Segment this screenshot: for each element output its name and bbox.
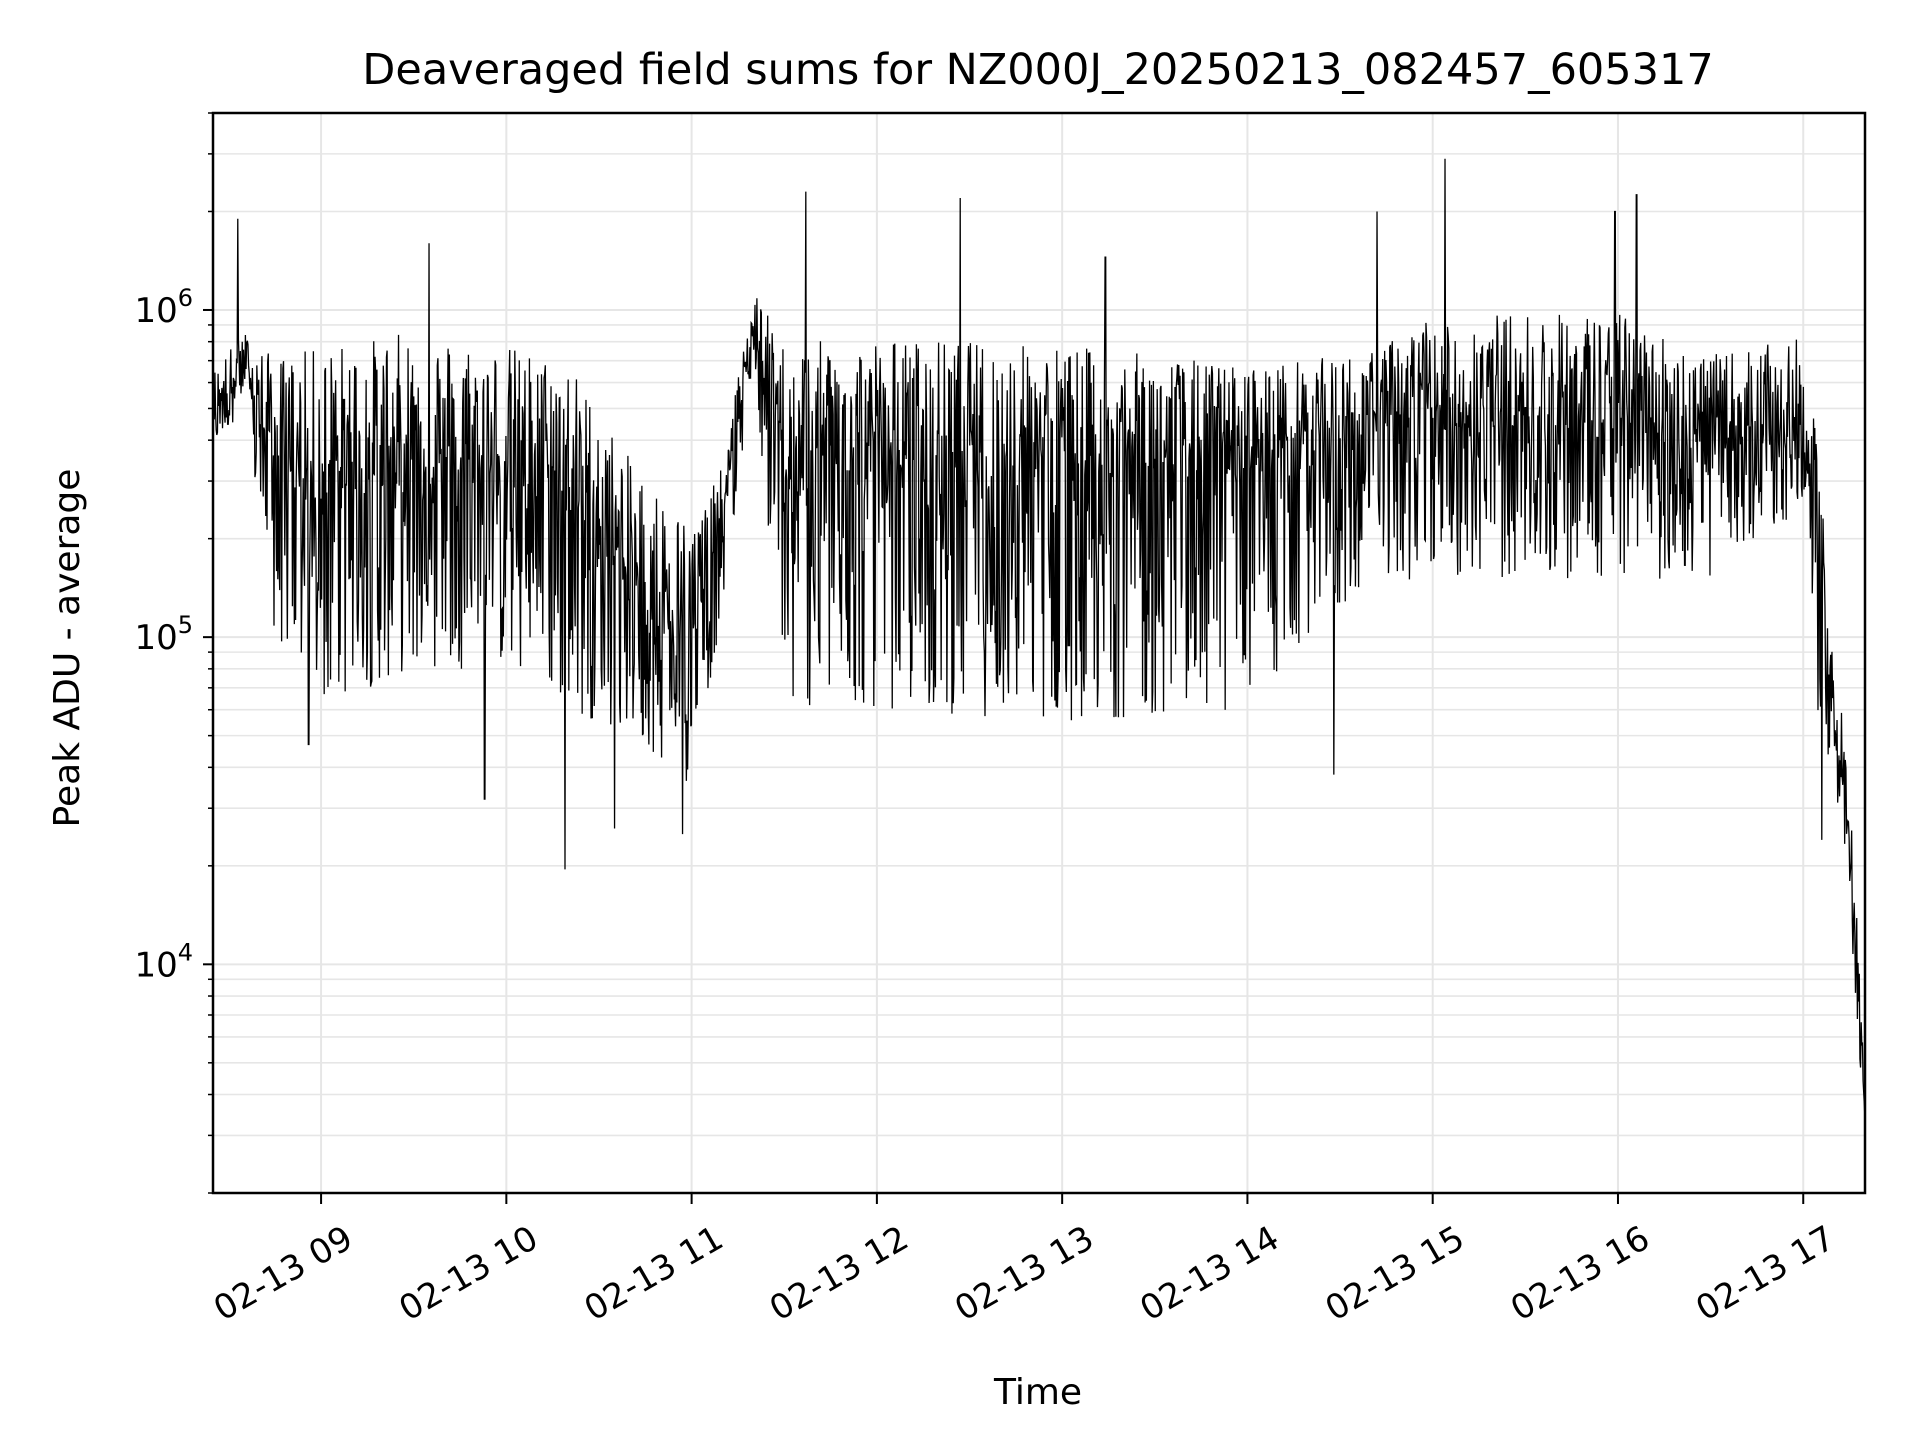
- chart-title: Deaveraged field sums for NZ000J_2025021…: [362, 45, 1713, 95]
- y-axis: 106 105 104: [134, 112, 213, 1194]
- y-axis-label: Peak ADU - average: [47, 469, 88, 828]
- series-layer: [212, 158, 1866, 1120]
- y-tick-label: 106: [134, 284, 193, 331]
- plot-frame: [211, 111, 1867, 1195]
- y-tick-label: 105: [134, 611, 193, 658]
- major-grid: [213, 113, 1865, 1193]
- x-axis-label: Time: [993, 1372, 1082, 1413]
- y-tick-label: 104: [134, 938, 193, 985]
- series-line: [212, 158, 1866, 1120]
